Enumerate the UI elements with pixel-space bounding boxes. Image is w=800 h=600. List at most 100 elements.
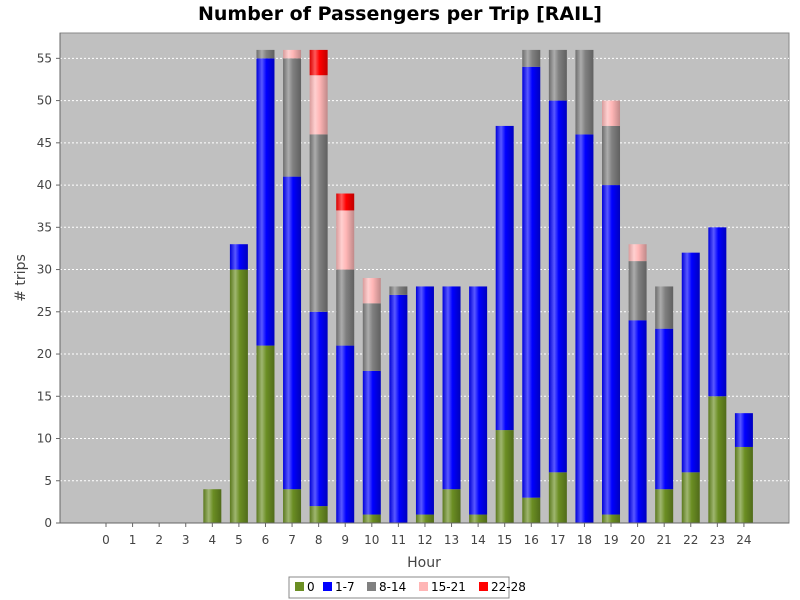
- bar-hour-16-series-1-7: [522, 66, 541, 498]
- bar-hour-15-series-1-7: [495, 125, 514, 431]
- y-tick-label: 5: [44, 474, 52, 488]
- bar-hour-16-series-8-14: [522, 49, 541, 67]
- legend-label-22-28: 22-28: [491, 580, 526, 594]
- x-tick-label: 21: [657, 533, 672, 547]
- bar-hour-20-series-1-7: [628, 320, 647, 523]
- bar-hour-10-series-8-14: [362, 303, 381, 371]
- bar-hour-23-series-0: [708, 396, 727, 523]
- bar-hour-24-series-1-7: [734, 413, 753, 447]
- bar-hour-17-series-1-7: [548, 100, 567, 473]
- bar-hour-23-series-1-7: [708, 227, 727, 397]
- bar-hour-19-series-15-21: [602, 100, 621, 126]
- legend-swatch-1-7: [323, 582, 332, 591]
- bars: [203, 49, 753, 523]
- bar-hour-7-series-0: [283, 489, 302, 523]
- bar-hour-12-series-0: [415, 514, 434, 523]
- x-tick-label: 1: [129, 533, 137, 547]
- y-tick-label: 15: [37, 389, 52, 403]
- bar-hour-18-series-1-7: [575, 134, 594, 523]
- bar-hour-9-series-8-14: [336, 269, 355, 346]
- bar-hour-10-series-0: [362, 514, 381, 523]
- legend-label-15-21: 15-21: [431, 580, 466, 594]
- y-tick-label: 20: [37, 347, 52, 361]
- bar-hour-21-series-1-7: [655, 328, 674, 490]
- bar-hour-7-series-1-7: [283, 176, 302, 490]
- x-tick-label: 24: [736, 533, 751, 547]
- y-axis-label: # trips: [13, 254, 29, 302]
- bar-hour-7-series-8-14: [283, 58, 302, 177]
- x-tick-label: 0: [102, 533, 110, 547]
- legend-label-0: 0: [307, 580, 315, 594]
- bar-hour-10-series-15-21: [362, 278, 381, 304]
- y-tick-label: 30: [37, 263, 52, 277]
- bar-hour-6-series-0: [256, 345, 275, 523]
- bar-hour-8-series-15-21: [309, 75, 328, 135]
- x-tick-label: 12: [417, 533, 432, 547]
- bar-hour-19-series-0: [602, 514, 621, 523]
- x-tick-label: 10: [364, 533, 379, 547]
- bar-hour-20-series-8-14: [628, 261, 647, 321]
- bar-hour-6-series-1-7: [256, 58, 275, 346]
- x-tick-label: 5: [235, 533, 243, 547]
- legend-label-1-7: 1-7: [335, 580, 355, 594]
- bar-hour-5-series-0: [229, 269, 248, 523]
- x-tick-label: 7: [288, 533, 296, 547]
- bar-hour-15-series-0: [495, 430, 514, 523]
- x-tick-label: 6: [262, 533, 270, 547]
- x-tick-label: 23: [710, 533, 725, 547]
- bar-hour-19-series-8-14: [602, 125, 621, 186]
- y-tick-label: 45: [37, 136, 52, 150]
- x-tick-label: 15: [497, 533, 512, 547]
- legend: 0 1-7 8-14 15-21 22-28: [288, 576, 526, 599]
- x-tick-label: 14: [470, 533, 485, 547]
- legend-box: [288, 576, 510, 599]
- bar-hour-8-series-1-7: [309, 311, 328, 507]
- y-tick-label: 40: [37, 178, 52, 192]
- bar-hour-14-series-1-7: [469, 286, 488, 515]
- bar-hour-9-series-1-7: [336, 345, 355, 523]
- x-tick-label: 18: [577, 533, 592, 547]
- bar-hour-22-series-0: [681, 472, 700, 523]
- x-tick-label: 9: [341, 533, 349, 547]
- y-tick-label: 10: [37, 432, 52, 446]
- y-tick-label: 0: [44, 516, 52, 530]
- bar-hour-20-series-15-21: [628, 244, 647, 262]
- bar-hour-18-series-8-14: [575, 49, 594, 135]
- bar-hour-22-series-1-7: [681, 252, 700, 473]
- x-tick-label: 20: [630, 533, 645, 547]
- bar-hour-17-series-0: [548, 472, 567, 523]
- bar-hour-11-series-1-7: [389, 294, 408, 523]
- x-axis-label: Hour: [407, 555, 441, 571]
- legend-swatch-15-21: [419, 582, 428, 591]
- bar-hour-11-series-8-14: [389, 286, 408, 295]
- bar-hour-17-series-8-14: [548, 49, 567, 101]
- x-tick-label: 11: [391, 533, 406, 547]
- x-tick-label: 19: [603, 533, 618, 547]
- x-tick-label: 4: [208, 533, 216, 547]
- y-tick-label: 35: [37, 220, 52, 234]
- legend-swatch-8-14: [367, 582, 376, 591]
- legend-swatch-0: [295, 582, 304, 591]
- bar-hour-4-series-0: [203, 489, 222, 523]
- x-tick-label: 3: [182, 533, 190, 547]
- y-tick-label: 55: [37, 51, 52, 65]
- bar-hour-5-series-1-7: [229, 244, 248, 270]
- x-tick-label: 22: [683, 533, 698, 547]
- bar-hour-8-series-0: [309, 506, 328, 523]
- bar-hour-7-series-15-21: [283, 49, 302, 59]
- bar-hour-12-series-1-7: [415, 286, 434, 515]
- bar-hour-13-series-1-7: [442, 286, 461, 490]
- bar-hour-8-series-8-14: [309, 134, 328, 312]
- x-tick-label: 8: [315, 533, 323, 547]
- x-tick-label: 13: [444, 533, 459, 547]
- x-tick-label: 16: [524, 533, 539, 547]
- bar-hour-9-series-15-21: [336, 210, 355, 270]
- bar-hour-14-series-0: [469, 514, 488, 523]
- y-tick-label: 25: [37, 305, 52, 319]
- x-tick-label: 17: [550, 533, 565, 547]
- x-tick-label: 2: [155, 533, 163, 547]
- bar-hour-21-series-8-14: [655, 286, 674, 329]
- bar-hour-19-series-1-7: [602, 185, 621, 515]
